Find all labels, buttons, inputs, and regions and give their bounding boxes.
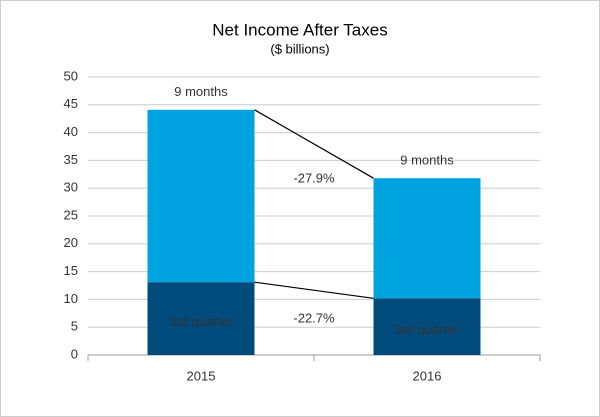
y-tick-label: 25 [64, 207, 78, 222]
y-tick-label: 45 [64, 96, 78, 111]
total-label: 9 months [174, 84, 228, 99]
chart-subtitle: ($ billions) [270, 41, 329, 56]
y-tick-label: 20 [64, 235, 78, 250]
y-tick-label: 40 [64, 124, 78, 139]
bar-segment [373, 298, 481, 355]
chart-title: Net Income After Taxes [212, 20, 387, 39]
segment-label: 3rd quarter [169, 314, 233, 329]
x-tick-label: 2015 [187, 368, 216, 383]
connector [254, 109, 374, 179]
y-tick-label: 35 [64, 152, 78, 167]
segment-label: 3rd quarter [395, 322, 459, 337]
annotation: -22.7% [293, 311, 335, 326]
total-label: 9 months [400, 153, 454, 168]
connector [254, 281, 374, 299]
bar-segment [147, 109, 255, 283]
annotation: -27.9% [293, 170, 335, 185]
y-tick-label: 15 [64, 263, 78, 278]
y-tick-label: 10 [64, 291, 78, 306]
bar-segment [373, 178, 481, 299]
x-tick-label: 2016 [413, 368, 442, 383]
y-tick-label: 0 [71, 346, 78, 361]
bar-segment [147, 282, 255, 355]
y-tick-label: 30 [64, 180, 78, 195]
y-tick-label: 5 [71, 319, 78, 334]
y-tick-label: 50 [64, 68, 78, 83]
